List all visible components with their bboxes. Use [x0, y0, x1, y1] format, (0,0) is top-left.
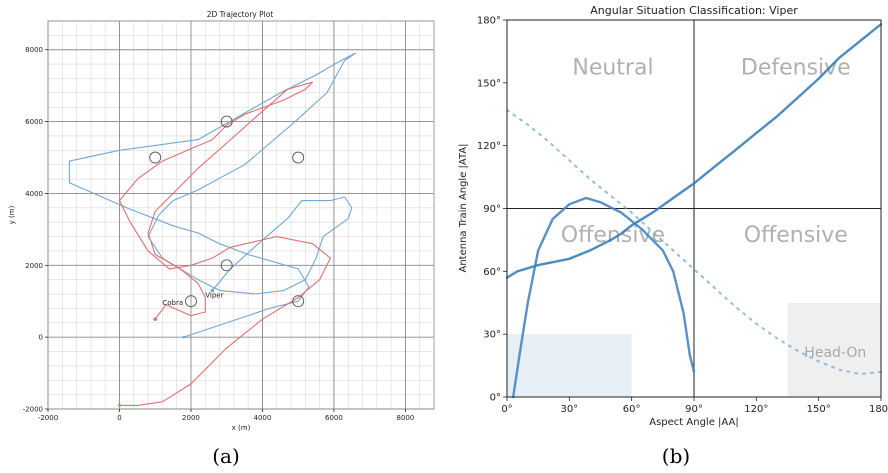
x-tick-label: 4000: [254, 414, 272, 422]
y-tick-label: 180°: [477, 16, 501, 27]
region-offensive-right: Offensive: [744, 223, 848, 248]
x-tick-label: 120°: [744, 404, 768, 415]
x-tick-label: 150°: [807, 404, 831, 415]
angular-ticks: 0°0° 30° 30° 60° 60° 90° 90° 120° 120° 150° 150° 18…: [477, 16, 888, 416]
headon-shade: [787, 302, 881, 397]
annotation-viper: Viper: [205, 292, 223, 300]
caption-a: (a): [212, 444, 240, 468]
x-tick-label: 180°: [869, 404, 888, 415]
waypoint-circle: [292, 151, 305, 164]
series-end-cobra: [153, 317, 158, 321]
y-tick-label: 30°: [483, 330, 501, 341]
angular-grid: [507, 20, 881, 397]
y-tick-label: 90°: [483, 204, 501, 215]
series-end-viper: [210, 288, 215, 293]
angular-series-2: [512, 196, 696, 399]
waypoint-circle: [292, 295, 305, 308]
trajectory-ticks: -2000 0 2000 4000 6000 8000 -2000 0 2000 4000 6000…: [23, 46, 415, 422]
trajectory-ylabel: y (m): [8, 205, 16, 224]
x-tick-label: 8000: [396, 414, 414, 422]
region-defensive: Defensive: [741, 55, 851, 80]
x-tick-label: 2000: [182, 414, 200, 422]
trajectory-markers: [149, 115, 305, 308]
y-tick-label: 2000: [25, 262, 43, 270]
y-tick-label: -2000: [23, 406, 43, 414]
annotation-cobra: Cobra: [162, 299, 183, 307]
x-tick-label: 0°: [501, 404, 512, 415]
series-cobra: [118, 81, 331, 406]
series-viper: [68, 52, 356, 338]
waypoint-circle: [220, 115, 233, 128]
x-tick-label: 60°: [623, 404, 641, 415]
y-tick-label: 150°: [477, 78, 501, 89]
waypoint-circle: [220, 259, 233, 272]
trajectory-plot-area: [47, 20, 435, 410]
y-tick-label: 120°: [477, 141, 501, 152]
x-tick-label: -2000: [38, 414, 58, 422]
waypoint-circle: [185, 295, 197, 308]
trajectory-panel: 2D Trajectory Plot -2000 0 2000 4000 6000 800…: [8, 10, 435, 468]
region-head-on: Head-On: [804, 345, 866, 361]
angular-series: [505, 23, 883, 399]
x-tick-label: 0: [117, 414, 121, 422]
x-tick-label: 30°: [560, 404, 578, 415]
series-start-cobra: [118, 404, 121, 407]
y-tick-label: 0°: [490, 393, 501, 404]
y-tick-label: 6000: [25, 118, 43, 126]
x-tick-label: 90°: [685, 404, 703, 415]
angular-panel: Angular Situation Classification: Viper …: [458, 4, 888, 468]
y-tick-label: 4000: [25, 190, 43, 198]
angular-title: Angular Situation Classification: Viper: [590, 4, 798, 17]
trajectory-xlabel: x (m): [232, 424, 251, 432]
angular-series-0: [505, 23, 883, 279]
trajectory-grid: [47, 20, 435, 410]
y-tick-label: 8000: [25, 46, 43, 54]
offensive-shade: [507, 334, 632, 397]
angular-series-1: [506, 109, 882, 376]
angular-xlabel: Aspect Angle |AA|: [649, 417, 738, 428]
caption-b: (b): [662, 444, 690, 468]
angular-ylabel: Antenna Train Angle |ATA|: [458, 143, 469, 272]
trajectory-series: [68, 52, 356, 407]
series-start-viper: [182, 335, 186, 339]
y-tick-label: 60°: [483, 267, 501, 278]
region-neutral: Neutral: [572, 55, 653, 80]
waypoint-circle: [149, 151, 162, 164]
trajectory-title: 2D Trajectory Plot: [207, 10, 274, 19]
y-tick-label: 0: [39, 334, 43, 342]
x-tick-label: 6000: [325, 414, 343, 422]
